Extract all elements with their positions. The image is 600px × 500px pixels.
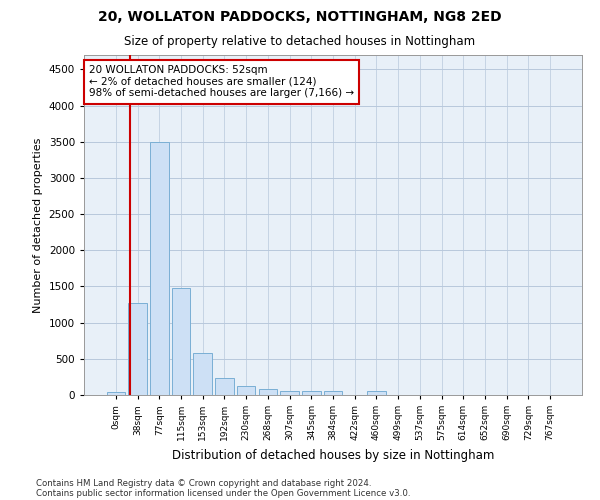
Text: Size of property relative to detached houses in Nottingham: Size of property relative to detached ho… bbox=[124, 35, 476, 48]
Bar bbox=[302, 392, 320, 395]
Bar bbox=[237, 386, 256, 395]
Bar bbox=[215, 378, 233, 395]
Bar bbox=[259, 389, 277, 395]
Bar bbox=[150, 142, 169, 395]
X-axis label: Distribution of detached houses by size in Nottingham: Distribution of detached houses by size … bbox=[172, 448, 494, 462]
Text: Contains HM Land Registry data © Crown copyright and database right 2024.: Contains HM Land Registry data © Crown c… bbox=[36, 478, 371, 488]
Text: Contains public sector information licensed under the Open Government Licence v3: Contains public sector information licen… bbox=[36, 488, 410, 498]
Text: 20, WOLLATON PADDOCKS, NOTTINGHAM, NG8 2ED: 20, WOLLATON PADDOCKS, NOTTINGHAM, NG8 2… bbox=[98, 10, 502, 24]
Y-axis label: Number of detached properties: Number of detached properties bbox=[33, 138, 43, 312]
Bar bbox=[107, 392, 125, 395]
Bar bbox=[324, 391, 342, 395]
Bar bbox=[280, 391, 299, 395]
Bar bbox=[367, 391, 386, 395]
Text: 20 WOLLATON PADDOCKS: 52sqm
← 2% of detached houses are smaller (124)
98% of sem: 20 WOLLATON PADDOCKS: 52sqm ← 2% of deta… bbox=[89, 65, 354, 98]
Bar bbox=[172, 288, 190, 395]
Bar bbox=[128, 303, 147, 395]
Bar bbox=[193, 353, 212, 395]
